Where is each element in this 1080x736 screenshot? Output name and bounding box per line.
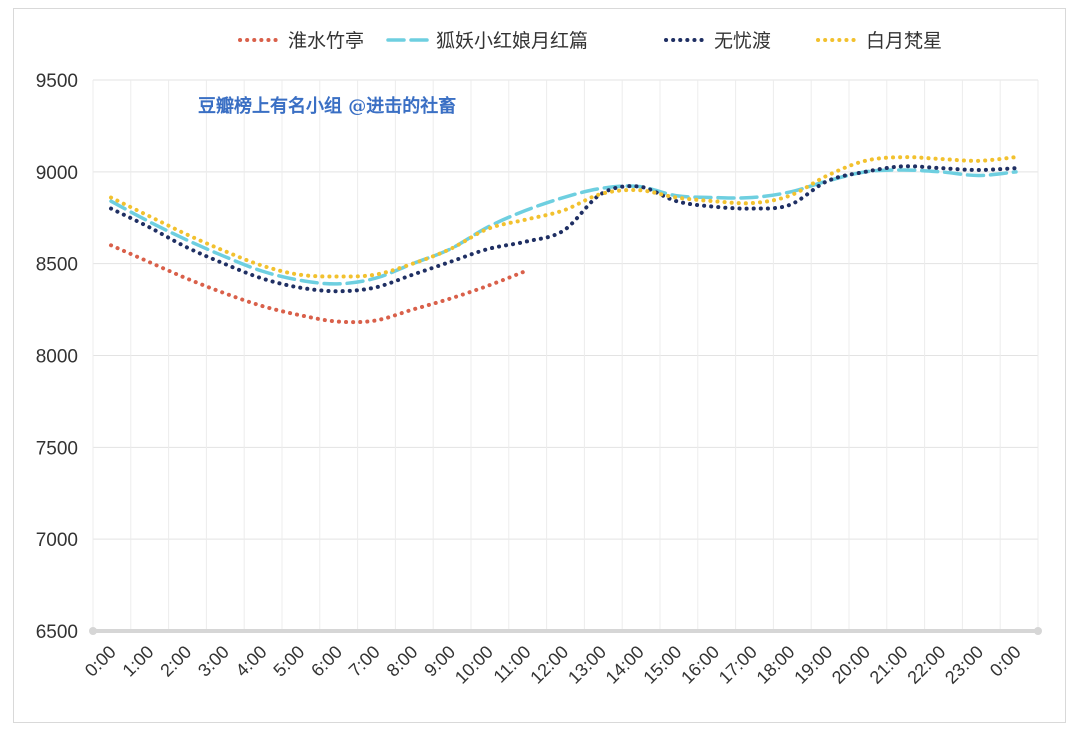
legend-item-1[interactable]: 狐妖小红娘月红篇 xyxy=(386,30,588,52)
y-tick-label: 9000 xyxy=(36,163,78,184)
x-tick-label: 2:00 xyxy=(156,642,195,681)
x-tick-label: 17:00 xyxy=(715,642,761,688)
x-tick-label: 13:00 xyxy=(564,642,610,688)
x-tick-label: 23:00 xyxy=(941,642,987,688)
x-tick-label: 4:00 xyxy=(232,642,271,681)
grid xyxy=(92,79,1039,632)
x-tick-label: 10:00 xyxy=(451,642,497,688)
axis-end-left xyxy=(89,627,97,635)
y-tick-label: 8500 xyxy=(36,255,78,276)
x-tick-label: 6:00 xyxy=(307,642,346,681)
y-tick-label: 7000 xyxy=(36,530,78,551)
x-tick-label: 1:00 xyxy=(119,642,158,681)
x-tick-label: 12:00 xyxy=(526,642,572,688)
series-line-0 xyxy=(109,243,528,325)
series-line-3 xyxy=(109,155,1018,279)
x-tick-label: 0:00 xyxy=(81,642,120,681)
x-tick-label: 7:00 xyxy=(345,642,384,681)
axis-end-right xyxy=(1034,627,1042,635)
legend-label: 白月梵星 xyxy=(866,30,942,52)
x-tick-label: 21:00 xyxy=(866,642,912,688)
legend-item-0[interactable]: 淮水竹亭 xyxy=(238,30,364,52)
series-line-2 xyxy=(109,164,1018,294)
legend-item-3[interactable]: 白月梵星 xyxy=(816,30,942,52)
x-tick-label: 22:00 xyxy=(903,642,949,688)
legend-label: 狐妖小红娘月红篇 xyxy=(436,30,588,52)
x-tick-label: 16:00 xyxy=(677,642,723,688)
legend-item-2[interactable]: 无忧渡 xyxy=(664,30,771,52)
x-tick-label: 20:00 xyxy=(828,642,874,688)
y-tick-label: 6500 xyxy=(36,622,78,643)
axes: 65007000750080008500900095000:001:002:00… xyxy=(36,71,1042,688)
y-tick-label: 7500 xyxy=(36,438,78,459)
y-tick-label: 8000 xyxy=(36,347,78,368)
x-tick-label: 19:00 xyxy=(790,642,836,688)
legend-label: 无忧渡 xyxy=(714,30,771,52)
chart-annotation: 豆瓣榜上有名小组 @进击的社畜 xyxy=(198,95,456,117)
x-tick-label: 5:00 xyxy=(269,642,308,681)
series-lines xyxy=(109,155,1018,325)
legend: 淮水竹亭 狐妖小红娘月红篇 无忧渡 白月梵星 xyxy=(238,30,942,52)
x-tick-label: 0:00 xyxy=(986,642,1025,681)
x-tick-label: 11:00 xyxy=(490,642,535,687)
y-tick-label: 9500 xyxy=(36,71,78,92)
x-tick-label: 14:00 xyxy=(602,642,648,688)
x-tick-label: 18:00 xyxy=(753,642,799,688)
x-tick-label: 15:00 xyxy=(639,642,685,688)
legend-label: 淮水竹亭 xyxy=(288,30,364,52)
chart-frame xyxy=(13,8,1066,723)
series-line-1 xyxy=(109,168,1018,286)
x-tick-label: 8:00 xyxy=(383,642,422,681)
x-tick-label: 3:00 xyxy=(194,642,233,681)
